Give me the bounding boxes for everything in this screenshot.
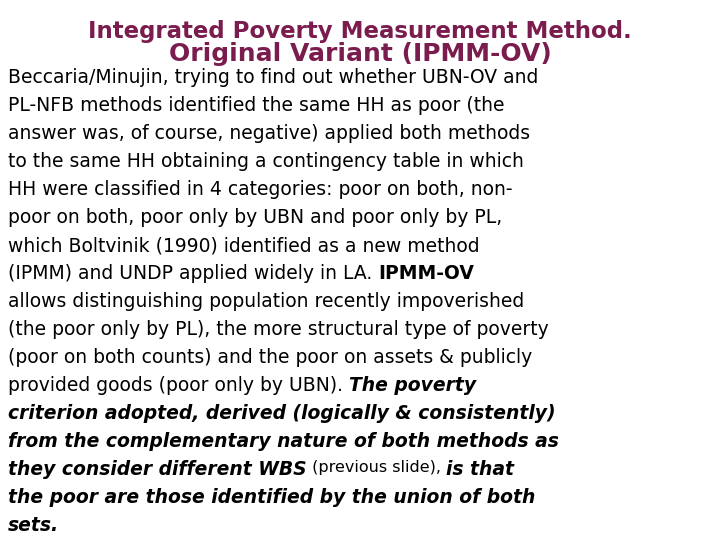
- Text: to the same HH obtaining a contingency table in which: to the same HH obtaining a contingency t…: [8, 152, 524, 171]
- Text: answer was, of course, negative) applied both methods: answer was, of course, negative) applied…: [8, 124, 530, 143]
- Text: Integrated Poverty Measurement Method.: Integrated Poverty Measurement Method.: [88, 20, 632, 43]
- Text: from the complementary nature of both methods as: from the complementary nature of both me…: [8, 432, 559, 451]
- Text: (IPMM) and UNDP applied widely in LA.: (IPMM) and UNDP applied widely in LA.: [8, 264, 378, 283]
- Text: Beccaria/Minujin, trying to find out whether UBN-OV and: Beccaria/Minujin, trying to find out whe…: [8, 68, 539, 87]
- Text: The poverty: The poverty: [349, 376, 476, 395]
- Text: (poor on both counts) and the poor on assets & publicly: (poor on both counts) and the poor on as…: [8, 348, 532, 367]
- Text: IPMM-OV: IPMM-OV: [378, 264, 474, 283]
- Text: (the poor only by PL), the more structural type of poverty: (the poor only by PL), the more structur…: [8, 320, 549, 339]
- Text: sets.: sets.: [8, 516, 59, 535]
- Text: they consider different WBS: they consider different WBS: [8, 460, 307, 479]
- Text: is that: is that: [446, 460, 514, 479]
- Text: which Boltvinik (1990) identified as a new method: which Boltvinik (1990) identified as a n…: [8, 236, 480, 255]
- Text: criterion adopted, derived (logically & consistently): criterion adopted, derived (logically & …: [8, 404, 556, 423]
- Text: the poor are those identified by the union of both: the poor are those identified by the uni…: [8, 488, 536, 507]
- Text: allows distinguishing population recently impoverished: allows distinguishing population recentl…: [8, 292, 524, 311]
- Text: HH were classified in 4 categories: poor on both, non-: HH were classified in 4 categories: poor…: [8, 180, 513, 199]
- Text: (previous slide),: (previous slide),: [307, 460, 446, 475]
- Text: poor on both, poor only by UBN and poor only by PL,: poor on both, poor only by UBN and poor …: [8, 208, 503, 227]
- Text: Original Variant (IPMM-OV): Original Variant (IPMM-OV): [168, 42, 552, 66]
- Text: PL-NFB methods identified the same HH as poor (the: PL-NFB methods identified the same HH as…: [8, 96, 505, 115]
- Text: provided goods (poor only by UBN).: provided goods (poor only by UBN).: [8, 376, 349, 395]
